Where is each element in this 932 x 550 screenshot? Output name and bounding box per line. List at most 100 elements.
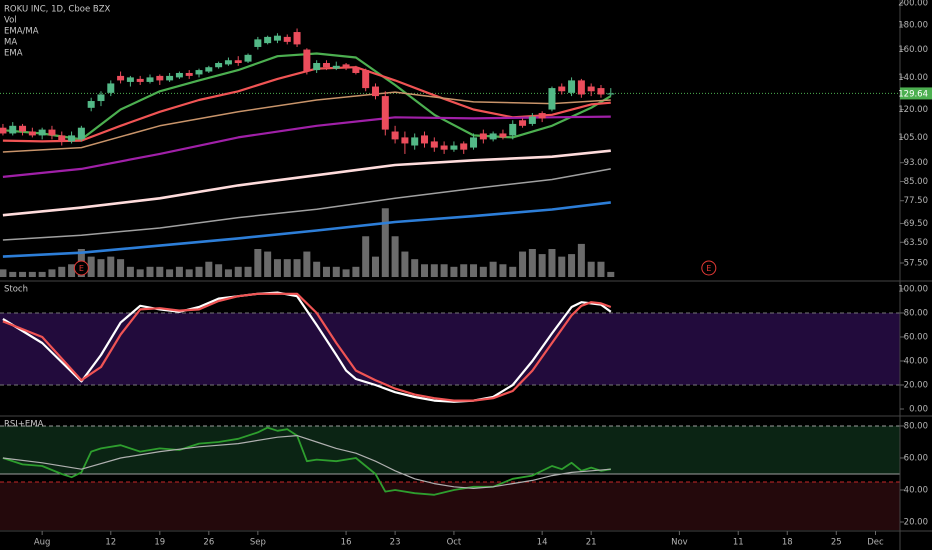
volume-bar xyxy=(499,264,507,277)
volume-bar xyxy=(97,259,105,277)
y-tick-label: 200.00 xyxy=(898,0,928,9)
indicator-line xyxy=(2,91,611,153)
volume-bar xyxy=(568,254,576,277)
volume-bar xyxy=(215,264,223,277)
y-tick-label: 69.50 xyxy=(904,219,928,229)
indicator-line xyxy=(2,201,611,258)
band xyxy=(0,481,900,530)
indicator-line xyxy=(2,168,611,241)
last-price-label: 129.64 xyxy=(898,89,928,99)
x-tick-label: Oct xyxy=(447,538,462,548)
candle-body xyxy=(224,60,232,65)
volume-bar xyxy=(136,269,144,277)
volume-bar xyxy=(28,271,36,277)
volume-bar xyxy=(597,261,605,277)
y-tick-label: 57.50 xyxy=(904,259,928,269)
candle-body xyxy=(401,137,409,144)
candle-body xyxy=(322,63,330,68)
y-tick-label: 20.00 xyxy=(904,380,928,390)
volume-bar xyxy=(117,259,125,277)
candle-body xyxy=(58,135,66,142)
volume-bar xyxy=(264,251,272,277)
x-tick-label: 12 xyxy=(105,538,116,548)
volume-bar xyxy=(401,251,409,277)
y-tick-label: 85.00 xyxy=(904,177,928,187)
y-tick-label: 77.50 xyxy=(904,196,928,206)
volume-bar xyxy=(273,259,281,277)
volume-bar xyxy=(381,208,389,277)
volume-bar xyxy=(322,266,330,277)
x-tick-label: 25 xyxy=(831,538,842,548)
event-label: E xyxy=(79,264,84,273)
y-tick-label: 80.00 xyxy=(904,308,928,318)
candle-body xyxy=(391,131,399,140)
candle-body xyxy=(597,88,605,95)
volume-bar xyxy=(391,236,399,277)
candle-body xyxy=(342,64,350,68)
x-tick-label: 16 xyxy=(341,538,352,548)
volume-bar xyxy=(244,266,252,277)
y-tick-label: 60.00 xyxy=(904,453,928,463)
candle-body xyxy=(293,32,301,45)
volume-bar xyxy=(509,266,517,277)
indicator-line xyxy=(2,149,611,217)
candle-body xyxy=(558,86,566,92)
candle-body xyxy=(470,137,478,148)
volume-bar xyxy=(558,256,566,277)
x-tick-label: Sep xyxy=(250,538,266,548)
candle-body xyxy=(234,60,242,64)
candle-body xyxy=(371,86,379,97)
volume-bar xyxy=(48,269,56,277)
indicator-line xyxy=(2,426,611,496)
candle-body xyxy=(9,125,17,134)
candle-body xyxy=(117,75,125,81)
volume-bar xyxy=(430,264,438,277)
band xyxy=(0,312,900,385)
y-tick-label: 60.00 xyxy=(904,332,928,342)
candle-body xyxy=(421,135,429,144)
volume-bar xyxy=(470,264,478,277)
candle-body xyxy=(313,63,321,71)
x-tick-label: 21 xyxy=(586,538,597,548)
volume-bar xyxy=(146,266,154,277)
candle-body xyxy=(19,125,27,132)
volume-bar xyxy=(156,266,164,277)
candle-body xyxy=(607,93,615,95)
candle-body xyxy=(107,83,115,93)
candle-body xyxy=(264,36,272,44)
volume-bar xyxy=(107,256,115,277)
volume-bar xyxy=(538,254,546,277)
event-marker xyxy=(701,260,717,276)
x-tick-label: 26 xyxy=(203,538,214,548)
candle-body xyxy=(166,75,174,81)
candle-body xyxy=(548,88,556,110)
y-tick-label: 40.00 xyxy=(904,485,928,495)
y-tick-label: 120.00 xyxy=(898,105,928,115)
candle-body xyxy=(499,133,507,138)
indicator-line xyxy=(2,435,611,489)
volume-bar xyxy=(68,264,76,277)
volume-bar xyxy=(332,266,340,277)
volume-bar xyxy=(479,266,487,277)
volume-bar xyxy=(224,269,232,277)
y-tick-label: 80.00 xyxy=(904,421,928,431)
candle-body xyxy=(381,96,389,130)
candle-body xyxy=(28,131,36,136)
legend-entry: EMA/MA xyxy=(4,27,39,37)
volume-bar xyxy=(607,271,615,277)
legend-entry: MA xyxy=(4,38,17,48)
candle-body xyxy=(185,72,193,76)
indicator-line xyxy=(2,292,612,402)
x-tick-label: Dec xyxy=(867,538,884,548)
volume-bar xyxy=(185,269,193,277)
volume-bar xyxy=(0,269,7,277)
event-label: E xyxy=(706,264,711,273)
candle-body xyxy=(146,77,154,82)
candle-body xyxy=(519,120,527,126)
volume-bar xyxy=(528,249,536,277)
candle-body xyxy=(254,39,262,47)
candle-body xyxy=(440,145,448,150)
volume-bar xyxy=(342,269,350,277)
volume-bar xyxy=(58,266,66,277)
volume-bar xyxy=(450,266,458,277)
